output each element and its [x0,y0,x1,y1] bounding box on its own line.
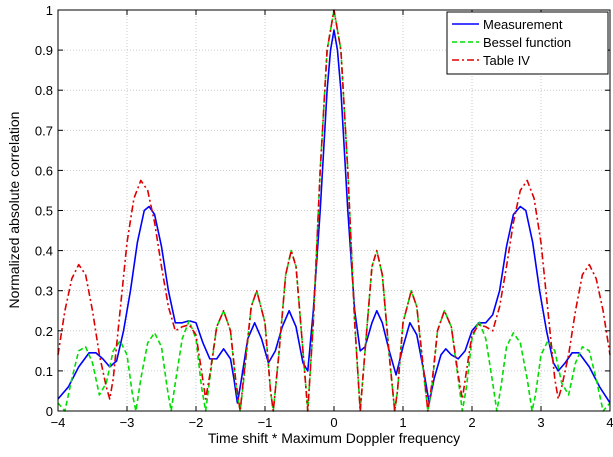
y-tick-label: 0.3 [35,284,53,299]
x-tick-label: −4 [51,415,66,430]
ticks: −4 −3 −2 −1 0 1 2 3 4 0 0.1 0.2 0.3 0.4 0.5 0.6 0.7 0.8 0.… [35,3,613,430]
x-tick-label: 0 [330,415,337,430]
x-tick-label: 1 [399,415,406,430]
legend: Measurement Bessel function Table IV [446,11,609,75]
x-tick-label: −1 [258,415,273,430]
x-tick-label: 4 [606,415,613,430]
y-tick-label: 0.8 [35,83,53,98]
y-tick-label: 0.9 [35,43,53,58]
x-tick-label: −2 [189,415,204,430]
y-tick-label: 1 [46,3,53,18]
legend-label-table-iv: Table IV [483,53,530,68]
y-tick-label: 0.1 [35,364,53,379]
y-axis-label: Normalized absolute correlation [6,112,22,309]
legend-box [446,11,609,75]
series-line-bessel-function [57,9,611,412]
y-tick-label: 0.4 [35,244,53,259]
x-tick-label: 2 [468,415,475,430]
x-tick-label: −3 [120,415,135,430]
legend-label-measurement: Measurement [483,17,563,32]
y-tick-label: 0.6 [35,163,53,178]
series-line-measurement [57,29,611,404]
y-tick-label: 0 [46,404,53,419]
y-tick-label: 0.5 [35,204,53,219]
y-tick-label: 0.2 [35,324,53,339]
y-tick-label: 0.7 [35,123,53,138]
x-tick-label: 3 [537,415,544,430]
x-axis-label: Time shift * Maximum Doppler frequency [208,430,460,446]
legend-label-bessel-function: Bessel function [483,35,571,50]
